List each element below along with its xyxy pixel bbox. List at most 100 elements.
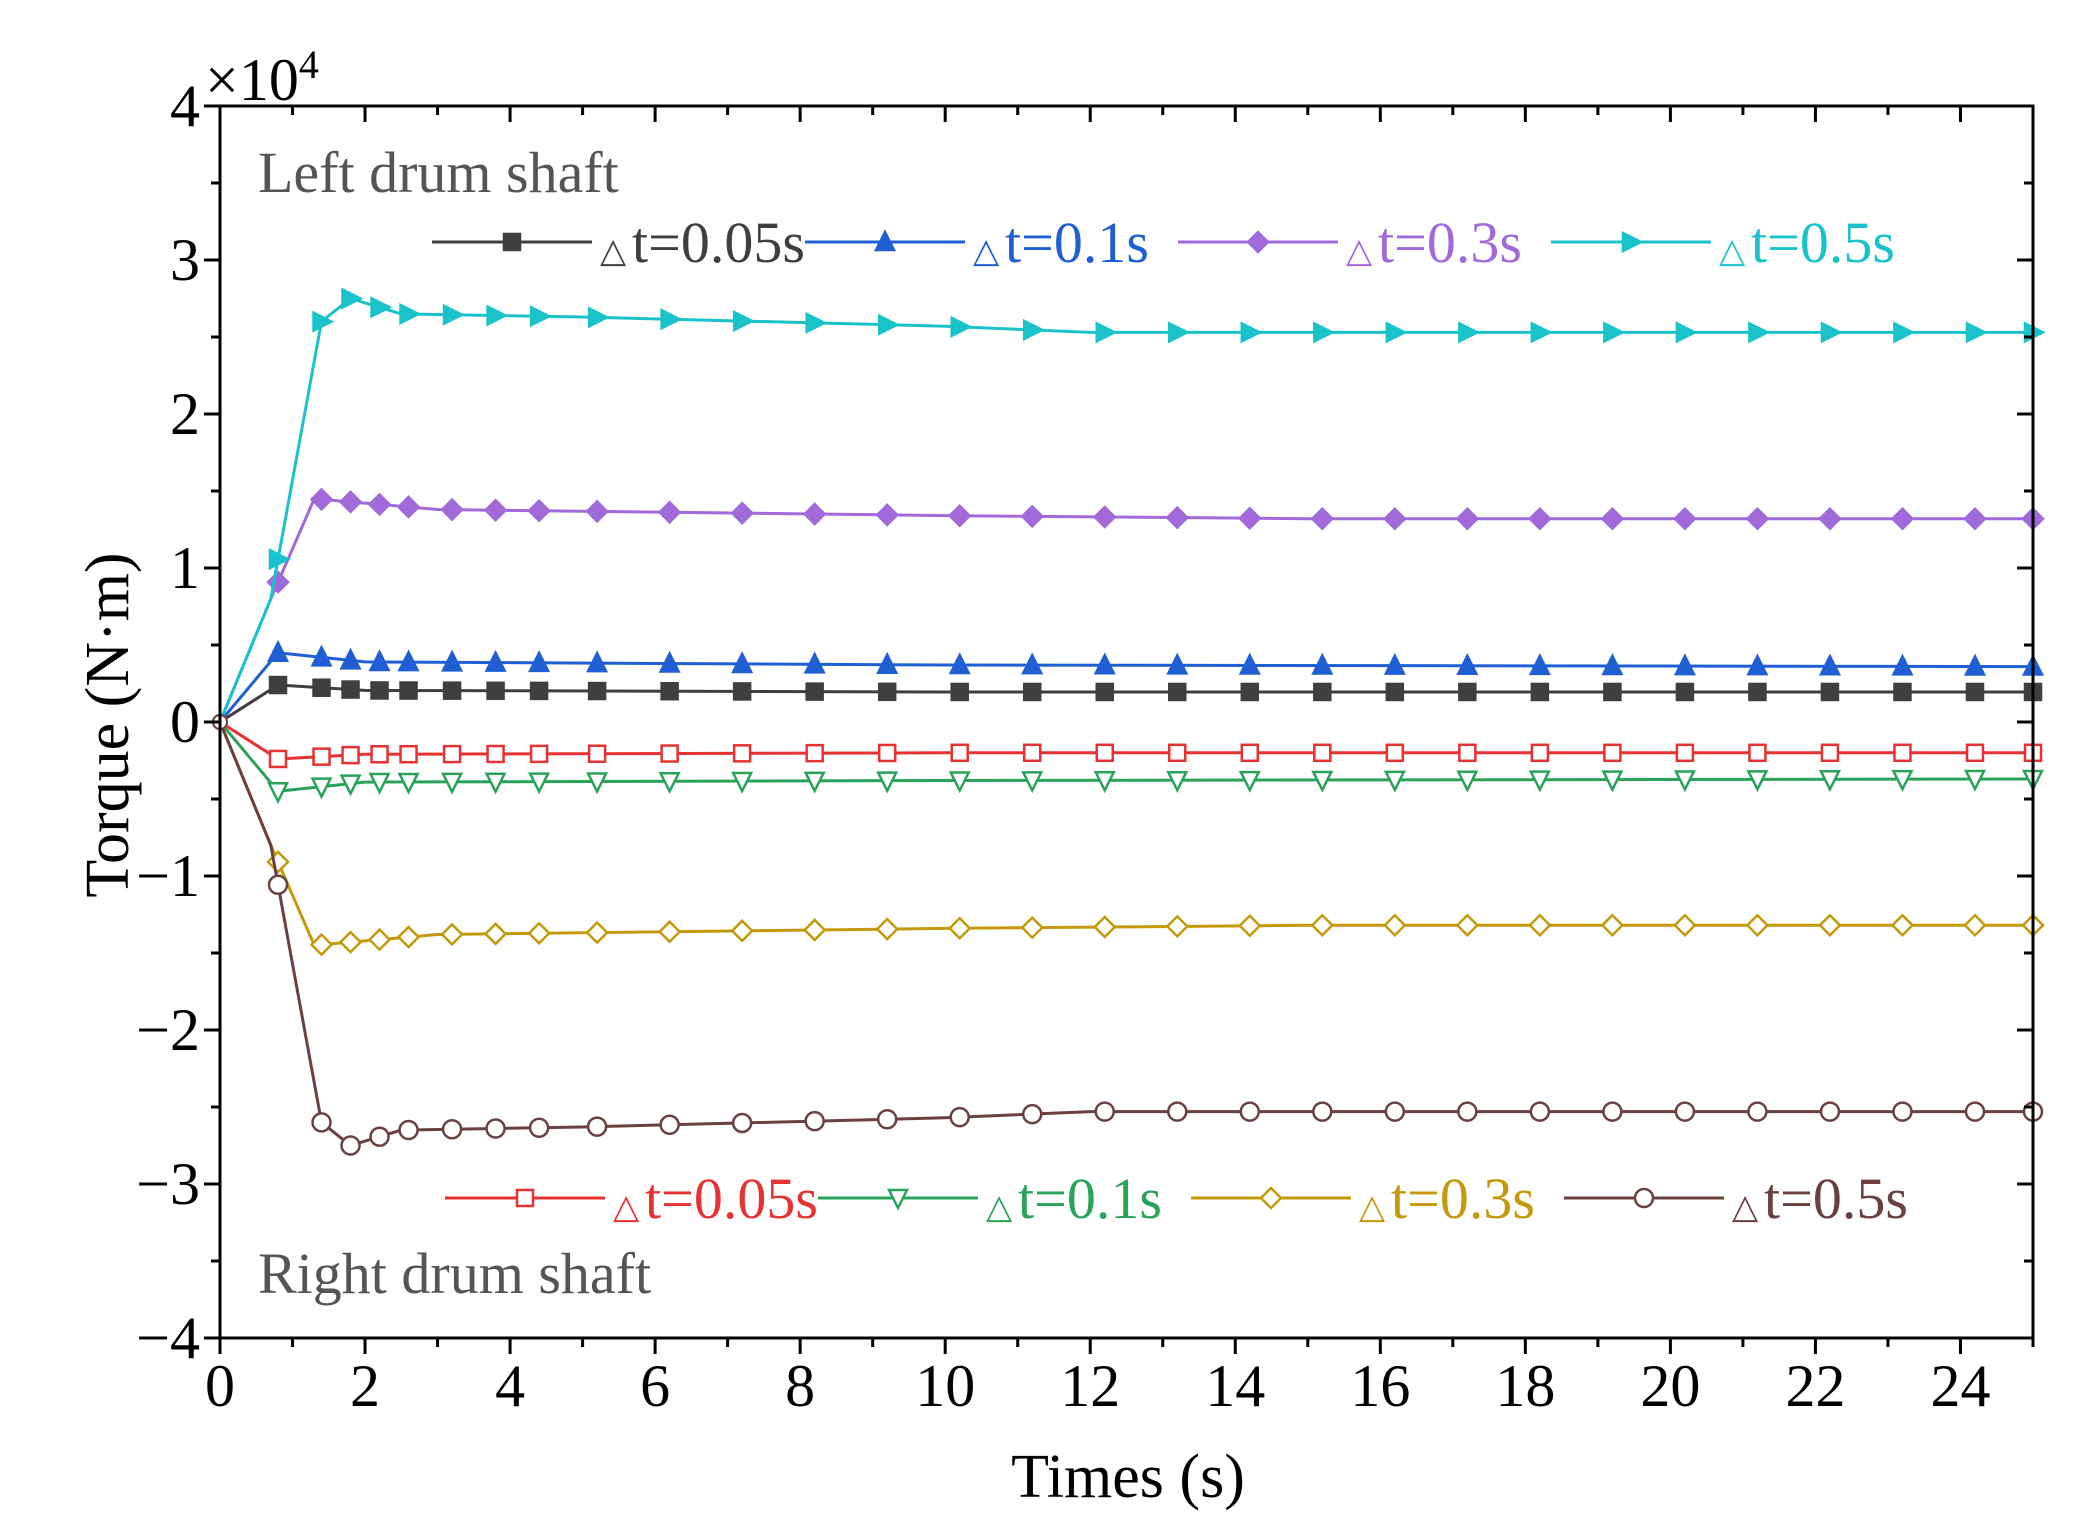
legend-delta-symbol: △	[1732, 1187, 1759, 1227]
data-point	[1094, 1101, 1115, 1122]
data-point	[949, 1106, 970, 1128]
data-point	[805, 743, 824, 763]
legend-delta-symbol: △	[1359, 1187, 1386, 1227]
legend-delta-symbol: △	[973, 231, 1000, 271]
data-point	[310, 777, 333, 800]
data-point	[399, 681, 418, 700]
data-point	[731, 1112, 753, 1134]
data-point	[660, 308, 683, 331]
data-point	[877, 743, 897, 763]
data-point	[1383, 913, 1407, 938]
data-point	[1022, 318, 1046, 341]
data-point	[529, 305, 552, 328]
x-tick-label: 8	[785, 1353, 815, 1419]
data-point	[440, 497, 464, 522]
data-point	[527, 498, 551, 523]
data-point	[1167, 1101, 1188, 1122]
data-point	[309, 487, 334, 512]
data-point	[266, 570, 290, 594]
data-point	[529, 681, 549, 701]
series-right-t005s	[212, 714, 2043, 769]
x-tick-label: 20	[1640, 1353, 1700, 1419]
x-tick-label: 24	[1930, 1353, 1990, 1419]
legend-label: t=0.1s	[1005, 210, 1149, 275]
series-right-t01s	[212, 714, 2045, 805]
data-point	[1528, 913, 1552, 938]
data-point	[486, 681, 505, 701]
y-tick-label: 3	[170, 227, 200, 293]
data-point	[1095, 321, 1118, 344]
data-point	[1963, 653, 1987, 676]
data-point	[657, 500, 682, 525]
legend-item-left-3: △ t=0.5s	[1551, 210, 1895, 275]
data-point	[339, 647, 362, 670]
data-point	[485, 1118, 506, 1139]
data-point	[341, 680, 360, 699]
data-point	[1310, 506, 1335, 531]
data-point	[1093, 771, 1116, 794]
data-point	[1166, 770, 1189, 793]
legend-delta-symbol: △	[600, 231, 627, 271]
data-point	[948, 652, 971, 675]
data-point	[1383, 652, 1406, 675]
data-point	[1818, 506, 1842, 531]
x-tick-label: 4	[495, 1353, 525, 1419]
series-left-t005s	[212, 675, 2043, 730]
data-point	[441, 772, 464, 795]
data-point	[732, 682, 752, 701]
data-point	[732, 310, 755, 333]
data-point	[399, 744, 418, 764]
legend-item-right-1: △ t=0.1s	[818, 1166, 1162, 1231]
legend-item-right-0: △ t=0.05s	[445, 1166, 818, 1231]
data-point	[1166, 652, 1189, 675]
data-point	[1312, 1101, 1333, 1122]
data-point	[731, 771, 754, 794]
data-point	[805, 682, 824, 701]
data-point	[1893, 682, 1912, 702]
data-point	[1528, 506, 1552, 531]
data-point	[1385, 321, 1408, 344]
x-tick-label: 0	[205, 1353, 235, 1419]
legend-marker	[873, 229, 897, 252]
y-tick-label: −1	[136, 843, 200, 909]
data-point	[1095, 682, 1114, 702]
data-point	[1165, 914, 1190, 939]
x-tick-label: 16	[1350, 1353, 1410, 1419]
data-point	[587, 306, 610, 329]
data-point	[396, 925, 421, 949]
data-point	[1603, 321, 1626, 344]
data-point	[1383, 506, 1407, 531]
data-point	[1748, 682, 1767, 702]
data-point	[1963, 769, 1987, 792]
y-tick-label: 2	[170, 381, 200, 447]
data-point	[585, 920, 609, 945]
data-point	[370, 681, 389, 700]
data-point	[397, 649, 420, 672]
data-point	[369, 1126, 390, 1147]
series-layer	[212, 287, 2046, 1156]
data-point	[1311, 652, 1334, 675]
data-point	[875, 917, 899, 941]
data-point	[397, 772, 420, 795]
data-point	[1238, 914, 1262, 938]
data-point	[312, 678, 331, 697]
data-point	[1819, 1101, 1841, 1122]
data-point	[730, 501, 754, 525]
data-point	[803, 771, 826, 794]
legend-item-right-3: △ t=0.5s	[1564, 1166, 1908, 1231]
legend: △ t=0.05s △ t=0.1s △ t=0.3s △ t=0.5s△ t=0.05s △ t=…	[432, 210, 1908, 1231]
x-axis-title: Times (s)	[1011, 1443, 1245, 1511]
data-point	[1748, 743, 1767, 763]
data-point	[1383, 770, 1406, 793]
data-point	[529, 744, 549, 764]
data-point	[1747, 1101, 1768, 1122]
data-point	[1022, 743, 1042, 763]
data-point	[1239, 1101, 1261, 1122]
data-point	[1602, 1101, 1623, 1122]
data-point	[1818, 770, 1841, 793]
series-line	[219, 720, 2033, 761]
data-point	[805, 311, 828, 334]
data-point	[586, 772, 609, 795]
data-point	[1893, 743, 1912, 763]
data-point	[311, 1112, 332, 1133]
